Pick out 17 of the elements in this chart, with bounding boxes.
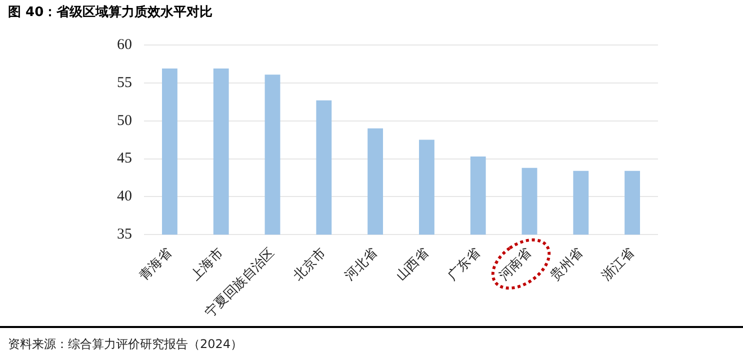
x-tick-label: 山西省 (394, 246, 432, 284)
x-tick-label: 河南省 (496, 246, 535, 284)
x-tick-label: 广东省 (445, 246, 484, 284)
y-tick-label: 35 (117, 226, 132, 243)
y-tick-label: 45 (117, 150, 132, 167)
y-tick-label: 50 (117, 112, 132, 129)
y-tick-label: 60 (117, 36, 132, 53)
y-tick-label: 40 (117, 188, 132, 205)
x-tick-label: 青海省 (136, 246, 175, 284)
x-tick-label: 贵州省 (548, 246, 586, 284)
x-tick-label: 河北省 (342, 246, 381, 284)
chart-title: 图 40：省级区域算力质效水平对比 (8, 4, 213, 21)
x-tick-label: 浙江省 (599, 246, 638, 284)
text: 资料来源：综合算力评价研究报告（2024） (8, 336, 243, 353)
x-tick-label: 北京市 (290, 246, 330, 284)
x-tick-label: 上海市 (188, 246, 226, 284)
y-tick-label: 55 (117, 74, 132, 91)
